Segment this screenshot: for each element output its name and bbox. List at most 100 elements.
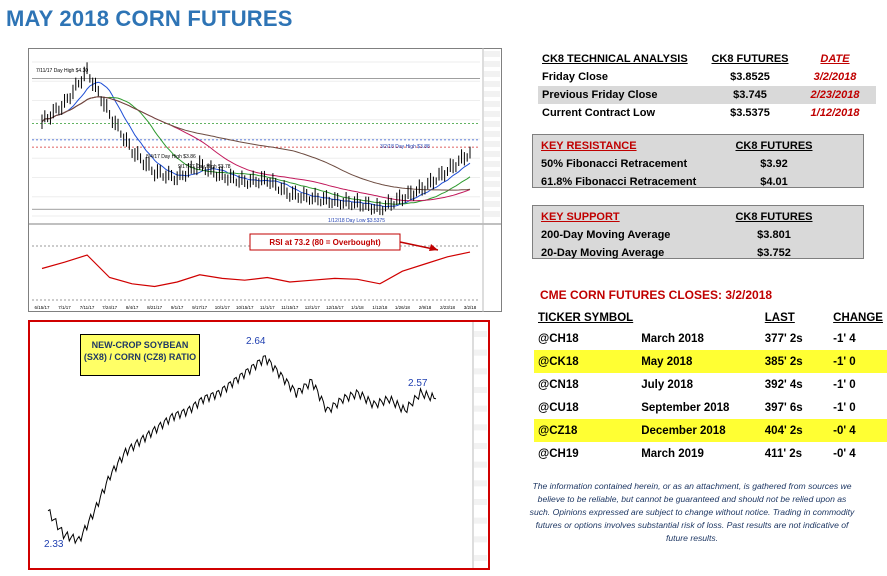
axis-tick-box	[484, 111, 500, 117]
closes-title: CME CORN FUTURES CLOSES: 3/2/2018	[540, 288, 773, 302]
resistance-row-value: $3.92	[760, 158, 788, 170]
tech-header-date: DATE	[820, 53, 850, 65]
x-tick-label: 8/4/17	[126, 305, 139, 310]
tech-row: Previous Friday Close $3.745 2/23/2018	[538, 86, 876, 104]
x-tick-label: 12/1/17	[305, 305, 321, 310]
x-tick-label: 11/15/17	[281, 305, 299, 310]
axis-tick-box	[484, 211, 500, 217]
closes-row-last: 385' 2s	[764, 355, 803, 368]
tech-row-label: Previous Friday Close	[542, 89, 658, 101]
axis-tick-box	[484, 141, 500, 147]
closes-row: @CH19 March 2019 411' 2s -0' 4	[534, 442, 887, 465]
support-row-label: 20-Day Moving Average	[541, 247, 665, 259]
ratio-title: NEW-CROP SOYBEAN (SX8) / CORN (CZ8) RATI…	[83, 340, 197, 362]
axis-tick-box	[484, 151, 500, 157]
rsi-note-arrowhead	[429, 244, 438, 251]
closes-header-ticker: TICKER SYMBOL	[538, 312, 634, 324]
support-row-value: $3.801	[757, 229, 791, 241]
x-tick-label: 10/15/17	[236, 305, 254, 310]
tech-row-date: 3/2/2018	[813, 71, 857, 83]
axis-tick-box	[474, 331, 487, 337]
ratio-high-label: 2.64	[246, 336, 266, 347]
closes-row-ticker: @CH18	[538, 332, 579, 345]
axis-tick-box	[474, 443, 487, 449]
x-tick-label: 6/15/17	[34, 305, 50, 310]
closes-row-last: 404' 2s	[764, 424, 803, 437]
tech-row-label: Friday Close	[542, 71, 609, 83]
x-tick-label: 1/1/18	[351, 305, 364, 310]
axis-tick-box	[474, 517, 487, 524]
axis-tick-box	[474, 461, 487, 468]
resistance-row: 50% Fibonacci Retracement $3.92	[537, 155, 833, 173]
x-tick-label: 1/26/18	[395, 305, 411, 310]
support-row-label: 200-Day Moving Average	[541, 229, 671, 241]
moving-average-line	[41, 96, 471, 205]
x-tick-label: 7/24/17	[102, 305, 118, 310]
tech-analysis-table: CK8 TECHNICAL ANALYSIS CK8 FUTURES DATE …	[538, 50, 876, 122]
closes-row-change: -1' 4	[833, 332, 856, 345]
closes-row-change: -0' 4	[833, 447, 856, 460]
x-tick-label: 9/17/17	[192, 305, 208, 310]
closes-row-last: 397' 6s	[764, 401, 803, 414]
closes-row: @CH18 March 2018 377' 2s -1' 4	[534, 327, 887, 350]
closes-row-change: -0' 4	[833, 424, 856, 437]
tech-row: Friday Close $3.8525 3/2/2018	[538, 68, 876, 86]
moving-average-line	[41, 96, 471, 191]
ratio-low-label: 2.33	[44, 539, 64, 550]
x-tick-label: 9/1/17	[171, 305, 184, 310]
ratio-chart: 2.33 2.64 2.57 NEW-CROP SOYBEAN (SX8) / CO…	[28, 320, 490, 570]
axis-tick-box	[474, 424, 487, 431]
axis-tick-box	[484, 121, 500, 127]
closes-row-month: September 2018	[641, 401, 730, 414]
closes-row-month: March 2019	[641, 447, 704, 460]
closes-table: TICKER SYMBOL LAST CHANGE @CH18 March 20…	[534, 309, 887, 465]
support-header-label: KEY SUPPORT	[541, 211, 620, 223]
resistance-header-value: CK8 FUTURES	[735, 140, 813, 152]
axis-tick-box	[474, 536, 487, 543]
closes-row-change: -1' 0	[833, 378, 856, 391]
support-header-value: CK8 FUTURES	[735, 211, 813, 223]
axis-tick-box	[484, 61, 500, 67]
resistance-row: 61.8% Fibonacci Retracement $4.01	[537, 173, 833, 191]
x-tick-label: 2/9/18	[419, 305, 432, 310]
ratio-series-line	[47, 355, 437, 545]
axis-tick-box	[484, 161, 500, 167]
x-tick-label: 8/21/17	[147, 305, 163, 310]
resistance-row-label: 61.8% Fibonacci Retracement	[541, 176, 697, 188]
annotation-recent-high: 3/2/18 Day High $3.88	[380, 144, 430, 150]
axis-tick-box	[474, 349, 487, 356]
x-tick-label: 10/1/17	[215, 305, 231, 310]
tech-row-value: $3.745	[733, 89, 767, 101]
closes-row-ticker: @CN18	[538, 378, 579, 391]
axis-tick-box	[474, 405, 487, 412]
closes-row: @CU18 September 2018 397' 6s -1' 0	[534, 396, 887, 419]
axis-tick-box	[484, 171, 500, 177]
corn-futures-chart: 6/15/17 7/1/17 7/11/17 7/24/17 8/4/17 8/21/17…	[28, 48, 502, 312]
axis-tick-box	[474, 368, 487, 375]
price-chart-svg: 6/15/17 7/1/17 7/11/17 7/24/17 8/4/17 8/21/17…	[28, 48, 502, 312]
tech-header-value: CK8 FUTURES	[711, 53, 789, 65]
closes-row-ticker: @CH19	[538, 447, 579, 460]
ratio-title-box: NEW-CROP SOYBEAN (SX8) / CORN (CZ8) RATI…	[80, 334, 200, 376]
axis-tick-box	[474, 387, 487, 393]
axis-tick-box	[484, 101, 500, 107]
x-tick-label: 2/23/18	[440, 305, 456, 310]
tech-row: Current Contract Low $3.5375 1/12/2018	[538, 104, 876, 122]
key-resistance-box: KEY RESISTANCE CK8 FUTURES 50% Fibonacci…	[532, 134, 864, 188]
axis-tick-box	[484, 131, 500, 137]
annotation-high3: 9/17/17 Day High $3.78	[178, 164, 231, 170]
axis-tick-box	[474, 499, 487, 505]
support-row-value: $3.752	[757, 247, 791, 259]
x-tick-label: 7/11/17	[80, 305, 95, 310]
axis-tick-box	[484, 91, 500, 97]
rsi-line	[41, 251, 471, 288]
tech-row-value: $3.5375	[730, 107, 770, 119]
closes-row-ticker: @CK18	[538, 355, 579, 368]
closes-row: @CN18 July 2018 392' 4s -1' 0	[534, 373, 887, 396]
axis-tick-box	[474, 480, 487, 487]
closes-row: @CZ18 December 2018 404' 2s -0' 4	[534, 419, 887, 442]
disclaimer: The information contained herein, or as …	[529, 481, 855, 543]
key-support-box: KEY SUPPORT CK8 FUTURES 200-Day Moving A…	[532, 205, 864, 259]
page-title: MAY 2018 CORN FUTURES	[6, 6, 293, 31]
closes-row-last: 377' 2s	[764, 332, 803, 345]
